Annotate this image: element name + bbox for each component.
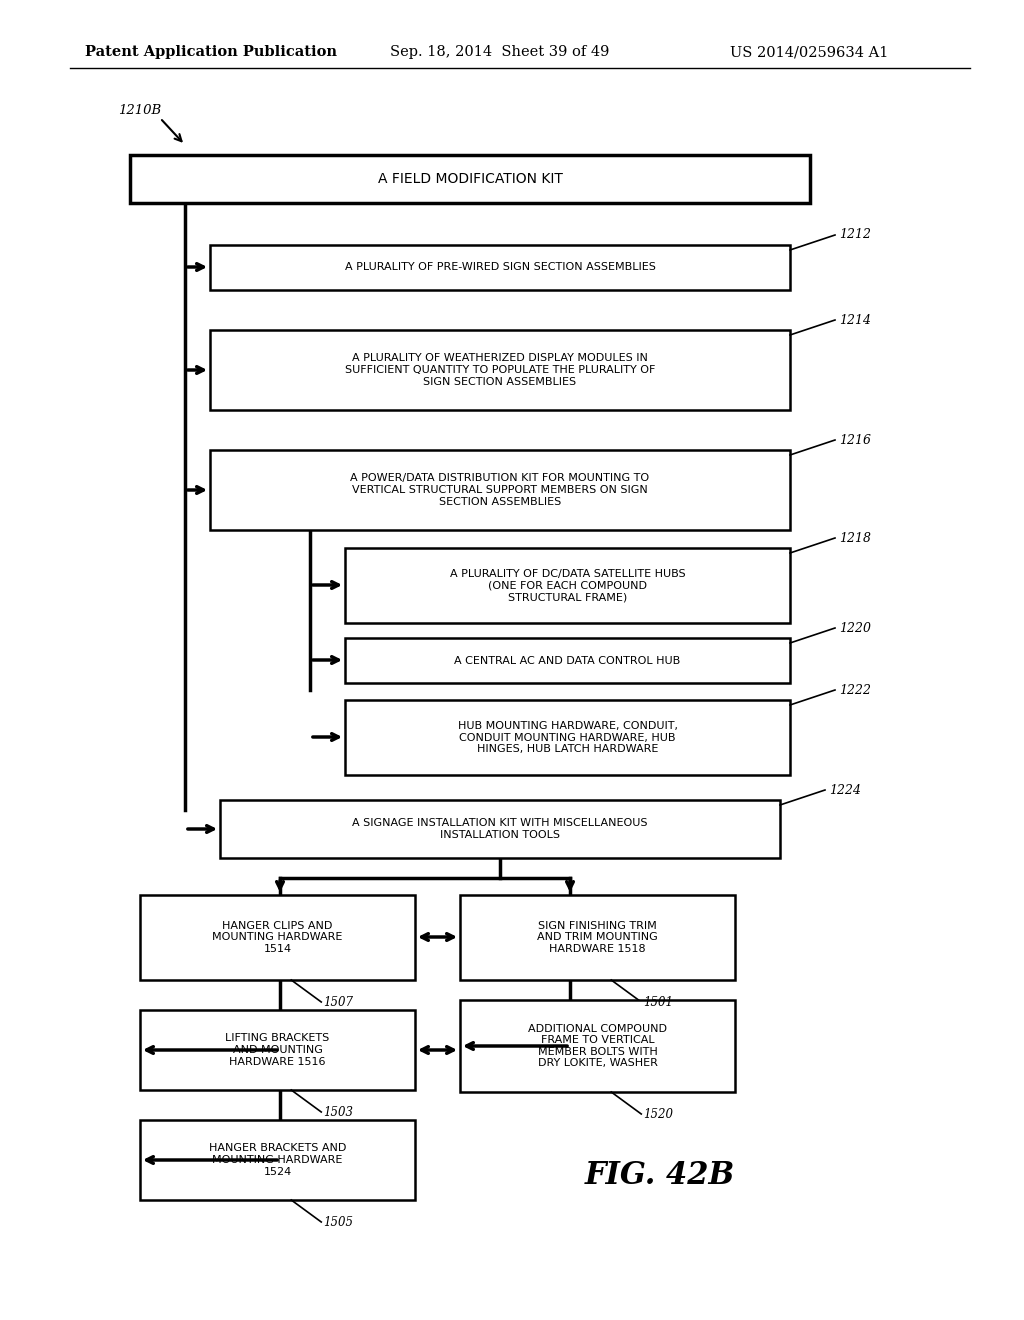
Bar bbox=[345, 548, 790, 623]
Text: 1503: 1503 bbox=[324, 1106, 353, 1118]
Bar bbox=[345, 638, 790, 682]
Bar bbox=[345, 700, 790, 775]
Text: ADDITIONAL COMPOUND
FRAME TO VERTICAL
MEMBER BOLTS WITH
DRY LOKITE, WASHER: ADDITIONAL COMPOUND FRAME TO VERTICAL ME… bbox=[528, 1023, 667, 1068]
Text: Patent Application Publication: Patent Application Publication bbox=[85, 45, 337, 59]
Text: SIGN FINISHING TRIM
AND TRIM MOUNTING
HARDWARE 1518: SIGN FINISHING TRIM AND TRIM MOUNTING HA… bbox=[538, 921, 657, 954]
Text: A PLURALITY OF WEATHERIZED DISPLAY MODULES IN
SUFFICIENT QUANTITY TO POPULATE TH: A PLURALITY OF WEATHERIZED DISPLAY MODUL… bbox=[345, 354, 655, 387]
Bar bbox=[220, 800, 780, 858]
Text: 1505: 1505 bbox=[324, 1216, 353, 1229]
Text: 1224: 1224 bbox=[829, 784, 861, 796]
Bar bbox=[140, 1119, 415, 1200]
Text: A CENTRAL AC AND DATA CONTROL HUB: A CENTRAL AC AND DATA CONTROL HUB bbox=[455, 656, 681, 665]
Text: 1220: 1220 bbox=[839, 622, 871, 635]
Text: A PLURALITY OF PRE-WIRED SIGN SECTION ASSEMBLIES: A PLURALITY OF PRE-WIRED SIGN SECTION AS… bbox=[344, 263, 655, 272]
Text: HUB MOUNTING HARDWARE, CONDUIT,
CONDUIT MOUNTING HARDWARE, HUB
HINGES, HUB LATCH: HUB MOUNTING HARDWARE, CONDUIT, CONDUIT … bbox=[458, 721, 678, 754]
Text: LIFTING BRACKETS
AND MOUNTING
HARDWARE 1516: LIFTING BRACKETS AND MOUNTING HARDWARE 1… bbox=[225, 1034, 330, 1067]
Bar bbox=[460, 895, 735, 979]
Bar bbox=[130, 154, 810, 203]
Text: A POWER/DATA DISTRIBUTION KIT FOR MOUNTING TO
VERTICAL STRUCTURAL SUPPORT MEMBER: A POWER/DATA DISTRIBUTION KIT FOR MOUNTI… bbox=[350, 474, 649, 507]
Bar bbox=[140, 1010, 415, 1090]
Text: Sep. 18, 2014  Sheet 39 of 49: Sep. 18, 2014 Sheet 39 of 49 bbox=[390, 45, 609, 59]
Text: 1212: 1212 bbox=[839, 228, 871, 242]
Text: 1210B: 1210B bbox=[118, 103, 161, 116]
Text: 1507: 1507 bbox=[324, 995, 353, 1008]
Bar bbox=[210, 330, 790, 411]
Text: 1216: 1216 bbox=[839, 433, 871, 446]
Text: US 2014/0259634 A1: US 2014/0259634 A1 bbox=[730, 45, 889, 59]
Bar bbox=[210, 246, 790, 290]
Text: A PLURALITY OF DC/DATA SATELLITE HUBS
(ONE FOR EACH COMPOUND
STRUCTURAL FRAME): A PLURALITY OF DC/DATA SATELLITE HUBS (O… bbox=[450, 569, 685, 602]
Text: 1218: 1218 bbox=[839, 532, 871, 544]
Text: 1222: 1222 bbox=[839, 684, 871, 697]
Bar bbox=[460, 1001, 735, 1092]
Text: HANGER CLIPS AND
MOUNTING HARDWARE
1514: HANGER CLIPS AND MOUNTING HARDWARE 1514 bbox=[212, 921, 343, 954]
Text: A SIGNAGE INSTALLATION KIT WITH MISCELLANEOUS
INSTALLATION TOOLS: A SIGNAGE INSTALLATION KIT WITH MISCELLA… bbox=[352, 818, 648, 840]
Text: FIG. 42B: FIG. 42B bbox=[585, 1159, 735, 1191]
Text: A FIELD MODIFICATION KIT: A FIELD MODIFICATION KIT bbox=[378, 172, 562, 186]
Text: HANGER BRACKETS AND
MOUNTING HARDWARE
1524: HANGER BRACKETS AND MOUNTING HARDWARE 15… bbox=[209, 1143, 346, 1176]
Text: 1520: 1520 bbox=[643, 1107, 673, 1121]
Text: 1214: 1214 bbox=[839, 314, 871, 326]
Text: 1501: 1501 bbox=[643, 995, 673, 1008]
Bar bbox=[140, 895, 415, 979]
Bar bbox=[210, 450, 790, 531]
